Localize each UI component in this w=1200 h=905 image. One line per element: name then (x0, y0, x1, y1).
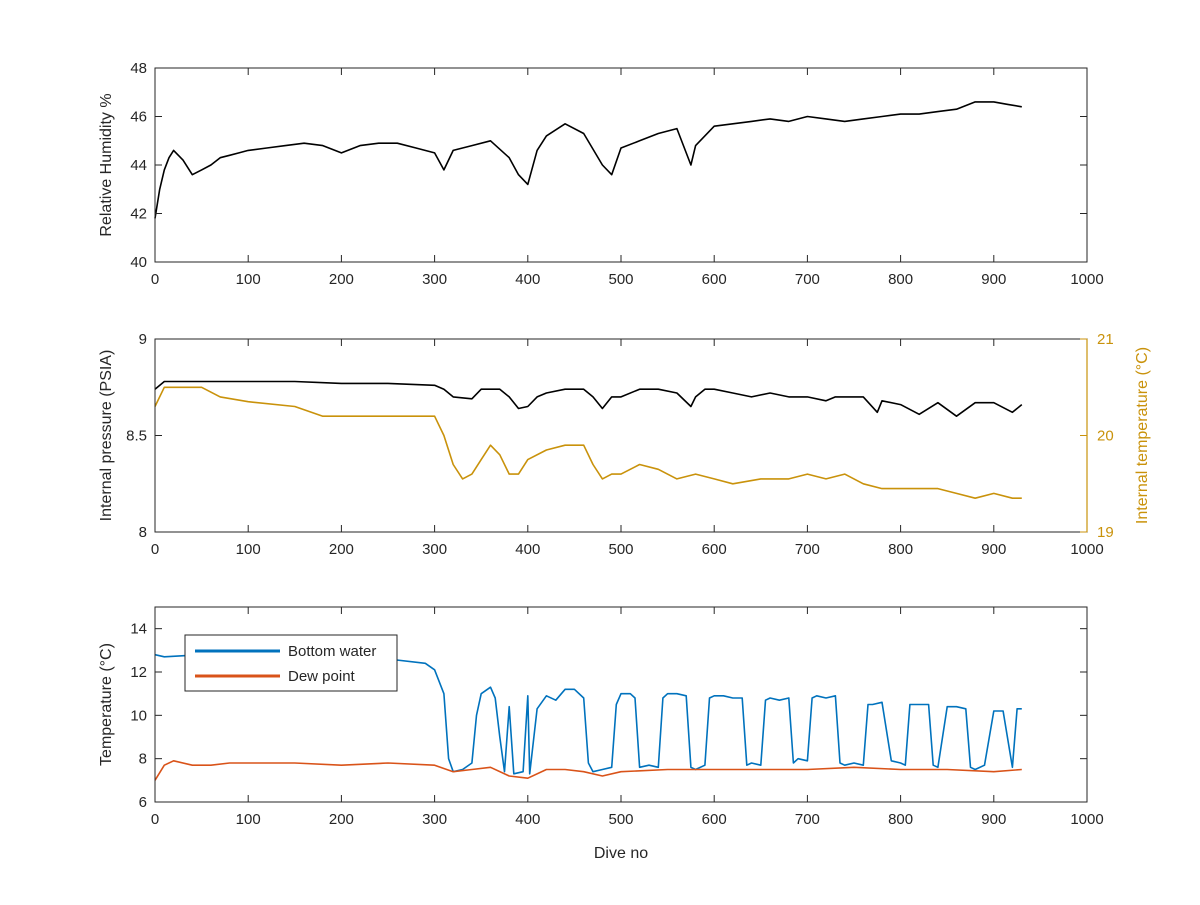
x-tick-label: 600 (702, 811, 727, 828)
x-tick-label: 800 (888, 811, 913, 828)
y-axis-label: Temperature (°C) (98, 643, 115, 766)
y-tick-label: 48 (130, 60, 147, 77)
plot-area (155, 68, 1087, 262)
y-tick-label: 8.5 (126, 428, 147, 445)
x-tick-label: 800 (888, 271, 913, 288)
y2-tick-label: 21 (1097, 331, 1114, 348)
panel-3: 0 100 200 300 400 500 600 700 800 900 1000 6 8 10 12 14… (98, 606, 1104, 862)
y-tick-label: 42 (130, 206, 147, 223)
x-tick-label: 600 (702, 541, 727, 558)
y-axis-label: Internal pressure (PSIA) (98, 350, 115, 522)
x-tick-label: 200 (329, 811, 354, 828)
x-tick-label: 900 (981, 811, 1006, 828)
y2-tick-label: 19 (1097, 524, 1114, 541)
x-tick-label: 700 (795, 271, 820, 288)
series-line-left-axis (154, 101, 1022, 219)
series-line-right-axis (154, 386, 1022, 500)
x-tick-label: 0 (151, 541, 159, 558)
y-tick-label: 44 (130, 157, 147, 174)
y-axis-label: Relative Humidity % (98, 93, 115, 236)
x-tick-label: 800 (888, 541, 913, 558)
x-tick-label: 700 (795, 811, 820, 828)
y2-tick-label: 20 (1097, 428, 1114, 445)
legend-label: Dew point (288, 668, 356, 685)
y-tick-label: 14 (130, 621, 147, 638)
x-tick-label: 500 (608, 811, 633, 828)
x-tick-label: 600 (702, 271, 727, 288)
series-line-left-axis (154, 380, 1023, 418)
x-tick-label: 900 (981, 541, 1006, 558)
x-tick-label: 900 (981, 271, 1006, 288)
x-tick-label: 500 (608, 271, 633, 288)
x-tick-label: 700 (795, 541, 820, 558)
x-tick-label: 100 (236, 811, 261, 828)
series-line-bottom-water (154, 653, 1022, 775)
y-tick-label: 8 (139, 751, 147, 768)
x-tick-label: 400 (515, 271, 540, 288)
x-tick-label: 1000 (1070, 541, 1103, 558)
x-tick-label: 1000 (1070, 271, 1103, 288)
legend-label: Bottom water (288, 643, 376, 660)
x-tick-label: 300 (422, 541, 447, 558)
x-tick-label: 400 (515, 811, 540, 828)
x-tick-label: 100 (236, 541, 261, 558)
y2-axis-label: Internal temperature (°C) (1134, 347, 1151, 524)
y-tick-label: 46 (130, 109, 147, 126)
series-line-dew-point (154, 759, 1022, 781)
x-tick-label: 300 (422, 271, 447, 288)
y-tick-label: 12 (130, 664, 147, 681)
plot-area (155, 339, 1087, 532)
x-tick-label: 1000 (1070, 811, 1103, 828)
y-tick-label: 8 (139, 524, 147, 541)
x-axis-label: Dive no (594, 845, 648, 862)
x-tick-label: 200 (329, 541, 354, 558)
y-tick-label: 9 (139, 331, 147, 348)
y-tick-label: 6 (139, 794, 147, 811)
x-tick-label: 500 (608, 541, 633, 558)
x-tick-label: 100 (236, 271, 261, 288)
y-tick-label: 10 (130, 707, 147, 724)
y-tick-label: 40 (130, 254, 147, 271)
legend-box (184, 634, 398, 692)
x-tick-label: 200 (329, 271, 354, 288)
x-tick-label: 400 (515, 541, 540, 558)
panel-2: 0 100 200 300 400 500 600 700 800 900 1000 8 8.5 9 19 2… (98, 331, 1151, 558)
x-tick-label: 0 (151, 811, 159, 828)
legend: Bottom water Dew point (184, 634, 398, 692)
panel-1: 0 100 200 300 400 500 600 700 800 900 1000 40 42 44 46… (98, 60, 1104, 288)
x-tick-label: 300 (422, 811, 447, 828)
x-tick-label: 0 (151, 271, 159, 288)
